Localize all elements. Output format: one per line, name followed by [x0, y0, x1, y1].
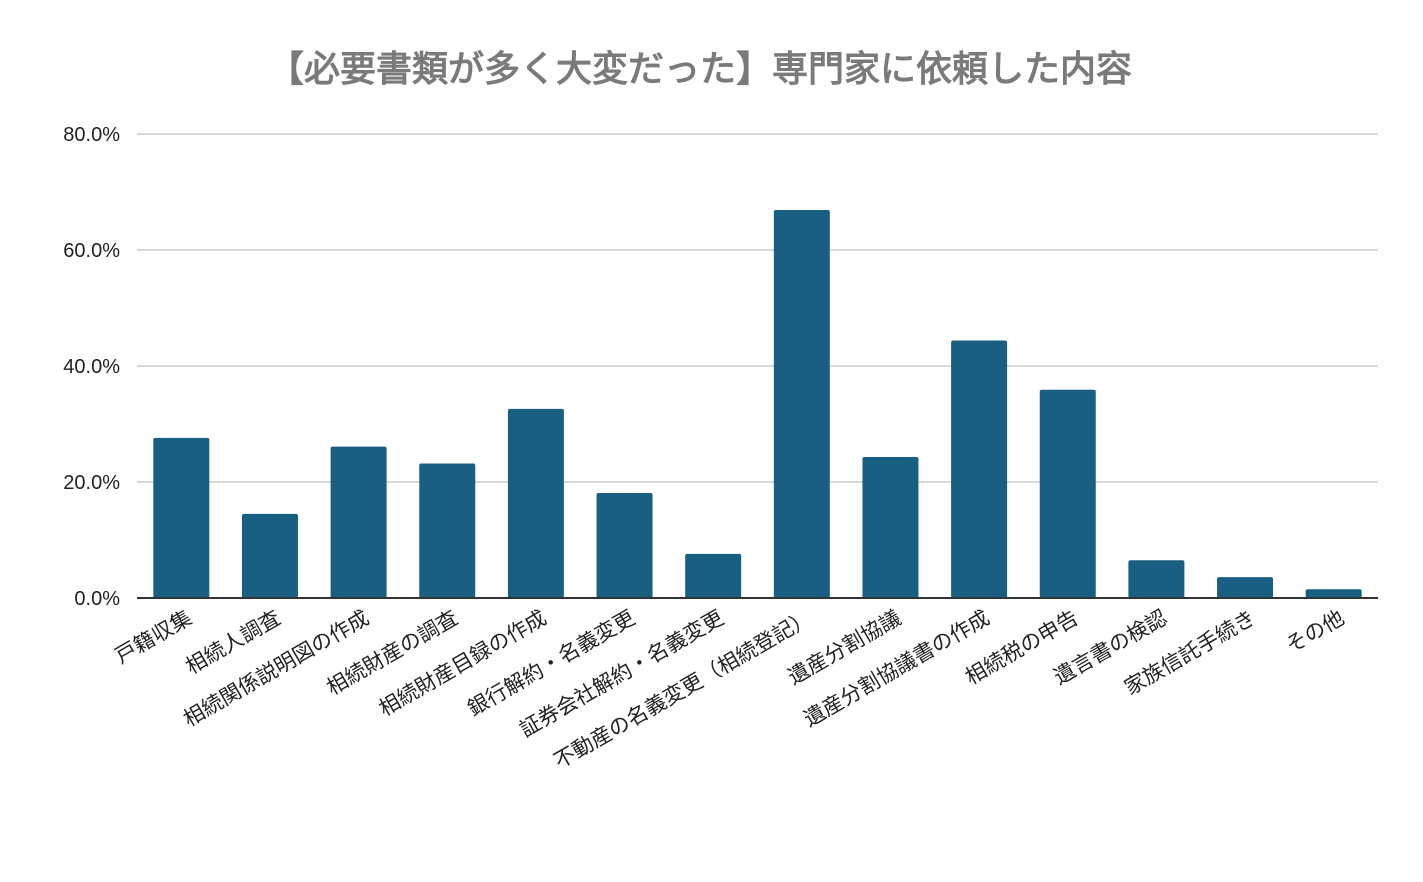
- bar: [951, 340, 1008, 598]
- bar: [862, 457, 919, 598]
- y-axis-tick-labels: 0.0% 20.0% 40.0% 60.0% 80.0%: [63, 124, 120, 610]
- chart-title: 【必要書類が多く大変だった】専門家に依頼した内容: [267, 49, 1132, 90]
- bar: [596, 493, 653, 598]
- bars: [153, 209, 1362, 599]
- bar: [153, 437, 210, 598]
- y-tick-label: 40.0%: [63, 356, 120, 378]
- bar: [685, 553, 742, 598]
- bar: [241, 513, 298, 598]
- bar: [1217, 577, 1274, 598]
- y-tick-label: 20.0%: [63, 472, 120, 494]
- category-label: 相続財産目録の作成: [375, 606, 551, 721]
- bar: [773, 209, 830, 599]
- gridlines: [137, 133, 1378, 483]
- y-tick-label: 60.0%: [63, 240, 120, 262]
- bar: [1128, 560, 1185, 598]
- category-label: その他: [1282, 606, 1349, 658]
- y-tick-label: 0.0%: [74, 588, 120, 610]
- bar: [507, 408, 564, 598]
- bar: [1305, 589, 1362, 598]
- x-axis-category-labels: 戸籍収集相続人調査相続関係説明図の作成相続財産の調査相続財産目録の作成銀行解約・…: [111, 606, 1348, 774]
- y-tick-label: 80.0%: [63, 124, 120, 146]
- bar: [1039, 389, 1096, 598]
- bar: [330, 446, 387, 598]
- bar: [419, 463, 476, 598]
